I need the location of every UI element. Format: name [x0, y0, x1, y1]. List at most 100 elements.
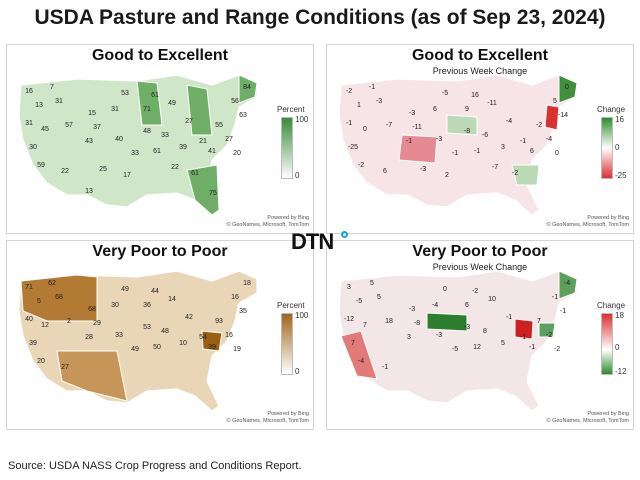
state-value-label: 36 [143, 302, 151, 309]
state-value-label: 18 [385, 318, 393, 325]
attribution: Powered by Bing © GeoNames, Microsoft, To… [546, 215, 630, 228]
state-value-label: 12 [473, 344, 481, 351]
state-value-label: 30 [29, 144, 37, 151]
state-value-label: 49 [131, 346, 139, 353]
state-value-label: 33 [131, 150, 139, 157]
state-value-label: 5 [553, 98, 557, 105]
state-value-label: 20 [37, 358, 45, 365]
state-value-label: 40 [25, 316, 33, 323]
state-value-label: 68 [88, 306, 96, 313]
state-value-label: -14 [558, 112, 568, 119]
state-value-label: 2 [445, 172, 449, 179]
state-value-label: 31 [111, 106, 119, 113]
state-value-label: 16 [471, 92, 479, 99]
state-value-label: 30 [111, 302, 119, 309]
state-value-label: -1 [346, 120, 352, 127]
state-value-label: 39 [29, 340, 37, 347]
state-value-label: 41 [208, 148, 216, 155]
state-value-label: 33 [115, 332, 123, 339]
state-value-label: 31 [25, 120, 33, 127]
state-value-label: 43 [85, 138, 93, 145]
state-value-label: 29 [93, 320, 101, 327]
source-note: Source: USDA NASS Crop Progress and Cond… [8, 460, 302, 472]
state-value-label: 61 [191, 170, 199, 177]
us-shape [338, 270, 578, 412]
state-value-label: 48 [143, 128, 151, 135]
state-value-label: -1 [474, 148, 480, 155]
logo-dot-icon [341, 231, 348, 238]
region-shade [340, 330, 378, 380]
state-value-label: 16 [231, 294, 239, 301]
state-value-label: -3 [409, 306, 415, 313]
state-value-label: -2 [546, 332, 552, 339]
state-value-label: 10 [179, 340, 187, 347]
legend: Percent 100 0 [277, 301, 311, 401]
logo-text: DTN [291, 229, 334, 254]
state-value-label: 6 [465, 302, 469, 309]
state-value-label: -3 [420, 166, 426, 173]
map-panel-very-poor-poor-change: Very Poor to Poor Previous Week Change 3… [326, 240, 634, 430]
state-value-label: 16 [225, 332, 233, 339]
legend-label: Percent [277, 301, 305, 310]
state-value-label: 35 [239, 308, 247, 315]
state-value-label: 20 [233, 150, 241, 157]
region-shade [558, 74, 578, 104]
state-value-label: 14 [168, 296, 176, 303]
state-value-label: -12 [344, 316, 354, 323]
panel-subtitle: Previous Week Change [432, 262, 528, 272]
state-value-label: 7 [50, 84, 54, 91]
region-shade [426, 312, 468, 332]
map-panel-very-poor-poor: Very Poor to Poor 71 62 18 5 68 49 44 16 40 68 30 1… [6, 240, 314, 430]
state-value-label: 0 [363, 126, 367, 133]
region-shade [201, 330, 223, 352]
state-value-label: 22 [61, 168, 69, 175]
state-value-label: 13 [85, 188, 93, 195]
state-value-label: 84 [243, 84, 251, 91]
state-value-label: -2 [346, 88, 352, 95]
state-value-label: 27 [61, 364, 69, 371]
region-shade [20, 274, 98, 322]
state-value-label: 3 [347, 284, 351, 291]
legend: Change 18 0 -12 [597, 301, 631, 401]
state-value-label: 49 [121, 286, 129, 293]
state-value-label: 68 [55, 294, 63, 301]
state-value-label: -5 [356, 298, 362, 305]
attribution: Powered by Bing © GeoNames, Microsoft, To… [226, 411, 310, 424]
attribution: Powered by Bing © GeoNames, Microsoft, To… [546, 411, 630, 424]
state-value-label: 6 [433, 106, 437, 113]
state-value-label: -2 [512, 170, 518, 177]
state-value-label: 55 [215, 122, 223, 129]
state-value-label: -2 [472, 288, 478, 295]
state-value-label: 3 [407, 334, 411, 341]
state-value-label: 2 [67, 318, 71, 325]
main-title: USDA Pasture and Range Conditions (as of… [34, 6, 606, 29]
us-map: 3 5 -4 -5 5 0 -2 -1 -12 -3 -4 10 -1 7 18 -8 6 -1 7 7 3 -3 -3 8 -… [338, 270, 578, 412]
state-value-label: -7 [386, 122, 392, 129]
legend-min: -12 [615, 367, 627, 376]
legend-bar [281, 313, 293, 375]
region-shade [56, 350, 128, 402]
dtn-logo: DTN [291, 229, 349, 255]
region-shade [398, 134, 438, 164]
state-value-label: 22 [171, 164, 179, 171]
legend-min: 0 [295, 171, 300, 180]
state-value-label: -1 [552, 294, 558, 301]
state-value-label: -1 [369, 84, 375, 91]
state-value-label: 0 [443, 286, 447, 293]
state-value-label: 28 [85, 334, 93, 341]
us-map: 71 62 18 5 68 49 44 16 40 68 30 14 35 12 2 29 36 42 93 39 28… [18, 270, 258, 412]
state-value-label: -2 [358, 162, 364, 169]
state-value-label: 15 [88, 110, 96, 117]
legend-min: -25 [615, 171, 627, 180]
region-shade [514, 318, 534, 340]
state-value-label: 44 [151, 288, 159, 295]
state-value-label: 49 [168, 100, 176, 107]
state-value-label: -3 [376, 98, 382, 105]
state-value-label: -5 [442, 90, 448, 97]
state-value-label: 45 [41, 126, 49, 133]
panel-title: Very Poor to Poor [412, 243, 548, 260]
state-value-label: 6 [530, 148, 534, 155]
state-value-label: -3 [409, 110, 415, 117]
state-value-label: 1 [357, 102, 361, 109]
